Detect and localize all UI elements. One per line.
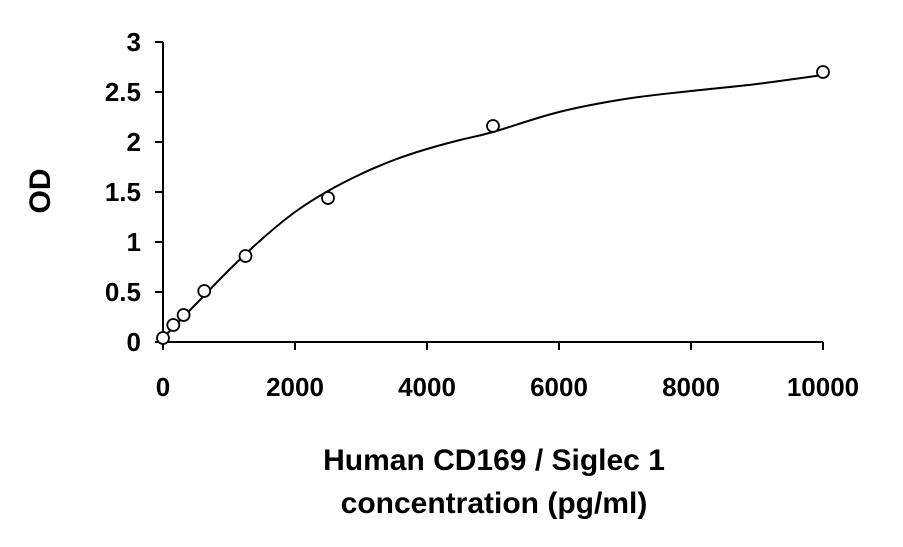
y-axis-title: OD — [24, 169, 57, 214]
x-axis-title-line-2: concentration (pg/ml) — [341, 487, 648, 520]
y-tick-label: 1.5 — [105, 177, 141, 207]
data-point — [816, 65, 830, 79]
x-tick-label: 10000 — [787, 372, 859, 402]
x-axis-title-line-1: Human CD169 / Siglec 1 — [323, 444, 665, 477]
data-points-layer — [156, 65, 830, 345]
x-tick-label: 6000 — [530, 372, 588, 402]
data-point — [486, 119, 500, 133]
x-tick-label: 8000 — [662, 372, 720, 402]
y-tick-label: 2 — [127, 127, 141, 157]
data-point — [156, 331, 170, 345]
y-tick-label: 1 — [127, 227, 141, 257]
axis-titles-layer: OD Human CD169 / Siglec 1 concentration … — [24, 169, 665, 521]
axes-layer — [155, 41, 824, 350]
x-tick-label: 4000 — [398, 372, 456, 402]
y-tick-label: 0.5 — [105, 277, 141, 307]
fit-curve-layer — [162, 74, 824, 339]
y-tick-label: 0 — [127, 327, 141, 357]
data-point — [166, 318, 181, 332]
data-point — [238, 249, 253, 263]
x-tick-label: 2000 — [266, 372, 324, 402]
y-tick-label: 2.5 — [105, 77, 141, 107]
y-tick-label: 3 — [127, 27, 141, 57]
x-tick-label: 0 — [156, 372, 170, 402]
tick-labels-layer: 0 0.5 1 1.5 2 2.5 3 0 2000 4000 6000 8000 10000 — [105, 27, 859, 402]
data-point — [197, 284, 212, 298]
fit-curve-line — [162, 74, 824, 339]
data-point — [176, 308, 191, 322]
data-point — [321, 191, 335, 205]
